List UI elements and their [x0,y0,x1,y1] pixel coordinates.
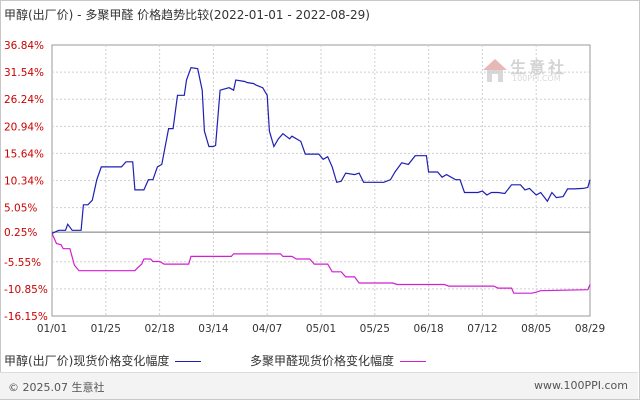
x-tick-label: 02/18 [144,323,174,335]
x-tick-label: 01/25 [91,323,121,335]
legend-item-series-2: 多聚甲醛现货价格变化幅度 [250,352,427,369]
y-tick-label: 36.84% [4,40,44,52]
x-tick-label: 01/01 [37,323,67,335]
y-tick-label: 5.05% [4,203,37,215]
x-tick-label: 05/25 [360,323,390,335]
y-tick-label: -5.55% [4,257,41,269]
legend-swatch-series-1 [175,361,202,362]
x-tick-label: 08/05 [521,323,551,335]
x-tick-label: 07/12 [467,323,497,335]
x-tick-label: 03/14 [198,323,229,335]
house-logo-icon [483,59,507,82]
series-line-1 [51,67,591,234]
y-tick-label: 26.24% [4,94,44,106]
watermark-brand: 生意社 [510,58,568,77]
footer: © 2025.07 生意社 www.100PPI.com [0,372,638,399]
x-tick-label: 06/18 [413,323,443,335]
chart-title: 甲醇(出厂价) - 多聚甲醛 价格趋势比较(2022-01-01 - 2022-… [4,8,370,22]
y-tick-label: 31.54% [4,67,44,79]
y-tick-label: -10.85% [4,284,48,296]
legend-label-series-1: 甲醇(出厂价)现货价格变化幅度 [4,354,170,368]
footer-copyright: © 2025.07 生意社 [8,381,105,394]
series-line-2 [51,233,591,294]
y-tick-label: 15.64% [4,148,44,160]
x-tick-label: 04/07 [252,323,282,335]
footer-site-link[interactable]: www.100PPI.com [534,379,628,392]
y-tick-label: 20.94% [4,121,44,133]
x-tick-label: 05/01 [306,323,336,335]
legend-swatch-series-2 [400,361,427,362]
x-tick-label: 08/29 [575,323,605,335]
legend-item-series-1: 甲醇(出厂价)现货价格变化幅度 [4,352,202,369]
y-tick-label: 10.34% [4,176,44,188]
y-tick-label: -16.15% [4,311,48,323]
legend-label-series-2: 多聚甲醛现货价格变化幅度 [250,354,395,368]
y-tick-label: 0.25% [4,227,37,239]
